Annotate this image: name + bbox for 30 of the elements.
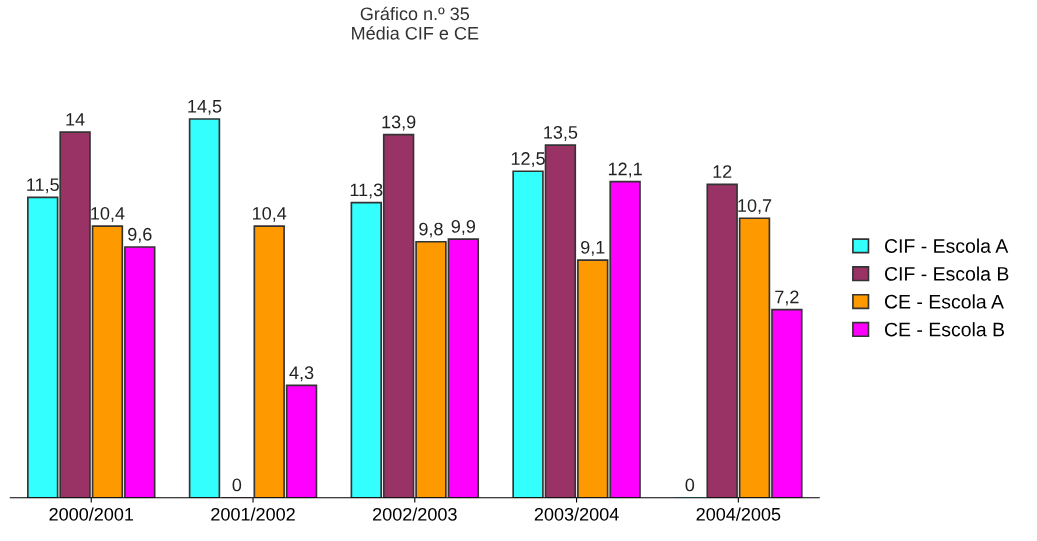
x-tick-label: 2002/2003	[373, 507, 457, 521]
data-label: 11,5	[27, 178, 59, 194]
x-tick-label: 2004/2005	[696, 507, 781, 521]
data-label: 14	[66, 113, 85, 126]
data-label: 13,5	[544, 126, 578, 141]
data-label: 4,3	[289, 366, 314, 382]
legend-label: CE - Escola B	[885, 322, 1005, 337]
legend-label: CIF - Escola A	[885, 238, 1009, 253]
data-label: 12,5	[511, 152, 545, 168]
data-label: 9,9	[451, 220, 476, 235]
data-label: 0	[232, 478, 242, 492]
data-label: 9,1	[581, 240, 605, 256]
data-label: 10,4	[91, 206, 125, 222]
legend-label: CIF - Escola B	[885, 266, 1009, 281]
x-tick-label: 2001/2002	[211, 507, 295, 521]
legend-label: CE - Escola A	[885, 294, 1004, 309]
data-label: 12,1	[608, 162, 642, 178]
data-label: 14,5	[188, 100, 222, 115]
data-label: 9,6	[128, 227, 152, 243]
data-label: 10,4	[253, 206, 287, 222]
data-label: 0	[685, 478, 695, 492]
x-tick-label: 2003/2004	[534, 507, 619, 521]
data-label: 9,8	[419, 222, 443, 238]
data-label: 7,2	[775, 290, 799, 306]
data-label: 11,3	[350, 183, 383, 199]
chart-title: Gráfico n.º 35 Média CIF e CE	[352, 6, 479, 40]
x-tick-label: 2000/2001	[49, 507, 134, 521]
data-label: 13,9	[382, 115, 416, 131]
data-label: 10,7	[738, 199, 772, 215]
data-label: 12	[713, 165, 732, 178]
